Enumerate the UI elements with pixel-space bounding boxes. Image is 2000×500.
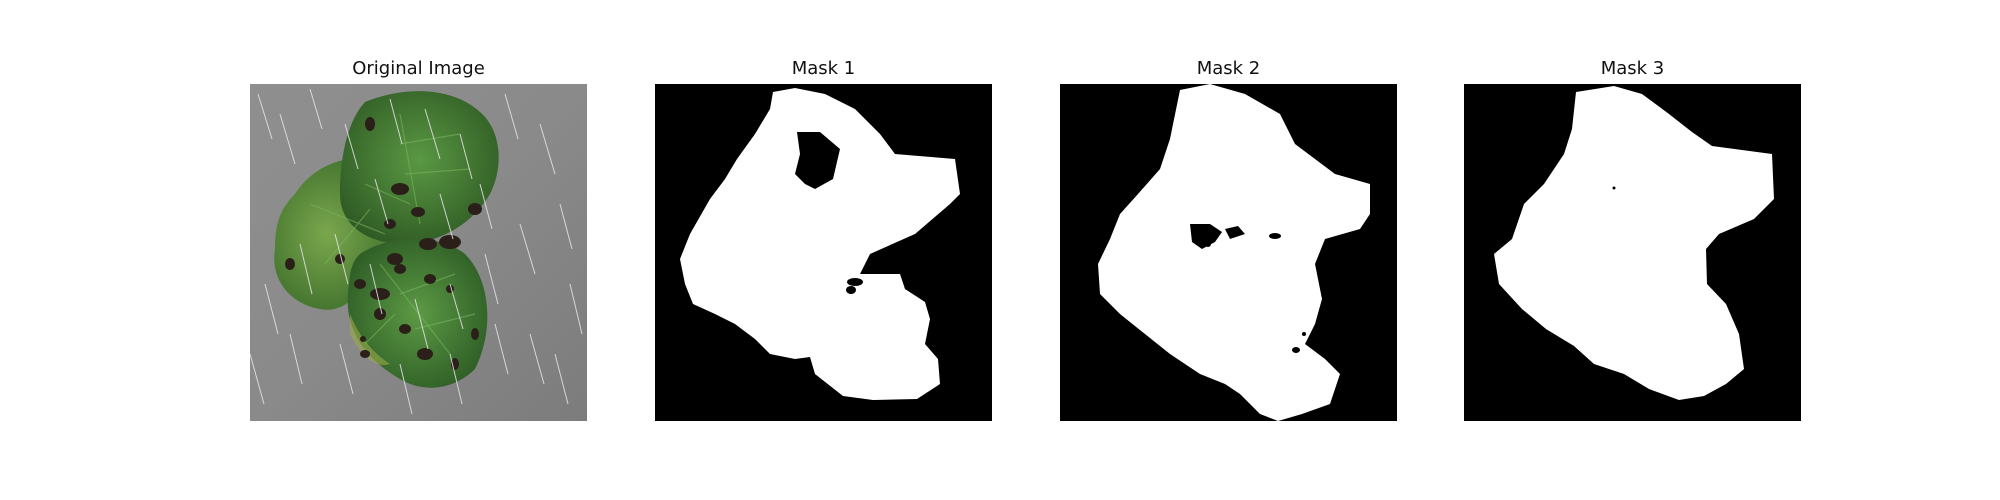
mask-hole [795,132,840,189]
leaf-veins [309,113,476,355]
mask-speckle-holes [1190,224,1306,353]
panel-title: Mask 2 [1196,58,1261,79]
mask-3-image [1464,84,1801,421]
mask-hole [1612,186,1616,190]
mask-foreground [680,88,960,400]
mask-hole [847,278,863,286]
panel-mask-3: Mask 3 [1464,58,1801,423]
panel-mask-1: Mask 1 [655,58,992,423]
mask-1-image [655,84,992,421]
leaf-bottom [347,239,488,388]
leaf-top [340,91,499,244]
original-image [250,84,587,421]
panel-original-image: Original Image [250,58,587,423]
mask-2-image [1060,84,1397,421]
panel-title: Mask 1 [791,58,856,79]
panel-title: Mask 3 [1600,58,1665,79]
leaf-yellow-edge [350,314,390,365]
disease-spots [285,117,482,370]
rain-streaks [250,88,583,415]
mask-3-graphic [1464,84,1801,421]
mask-hole [846,286,856,294]
mask-2-graphic [1060,84,1397,421]
mask-1-graphic [655,84,992,421]
original-image-graphic [250,84,587,421]
mask-foreground [1494,86,1774,400]
panel-title: Original Image [352,58,485,79]
mask-foreground [1098,84,1370,421]
panel-mask-2: Mask 2 [1060,58,1397,423]
